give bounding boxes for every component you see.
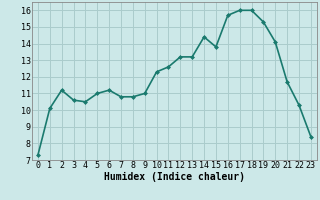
- X-axis label: Humidex (Indice chaleur): Humidex (Indice chaleur): [104, 172, 245, 182]
